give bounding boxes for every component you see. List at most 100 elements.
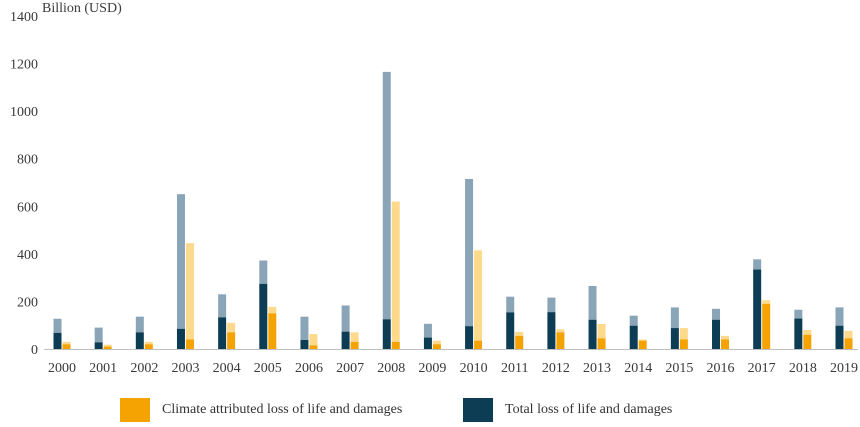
bar-total-lower bbox=[670, 328, 679, 349]
bar-total-upper bbox=[753, 259, 762, 270]
bar-climate-upper bbox=[638, 339, 647, 341]
bar-climate-lower bbox=[185, 339, 194, 349]
bar-climate-upper bbox=[185, 243, 194, 340]
bar-total-upper bbox=[300, 316, 309, 340]
x-tick-label: 2012 bbox=[542, 361, 570, 376]
legend-item-total: Total loss of life and damages bbox=[463, 398, 672, 422]
bars bbox=[53, 71, 853, 349]
bar-total-lower bbox=[588, 319, 597, 349]
bar-climate-upper bbox=[391, 201, 400, 342]
bar-total-upper bbox=[176, 194, 185, 329]
bar-climate-upper bbox=[803, 329, 812, 335]
bar-climate-lower bbox=[515, 335, 524, 349]
bar-total-upper bbox=[588, 285, 597, 320]
bar-total-upper bbox=[465, 178, 474, 327]
bar-total-upper bbox=[794, 309, 803, 319]
bar-total-lower bbox=[135, 332, 144, 349]
x-tick-label: 2011 bbox=[501, 361, 528, 376]
bar-total-lower bbox=[94, 342, 103, 349]
bar-total-lower bbox=[835, 325, 844, 349]
y-axis: 0 200 400 600 800 1000 1200 1400 bbox=[10, 10, 38, 358]
x-tick-label: 2018 bbox=[789, 361, 817, 376]
legend-item-climate: Climate attributed loss of life and dama… bbox=[120, 398, 402, 422]
bar-total-upper bbox=[94, 327, 103, 343]
bar-total-lower bbox=[382, 319, 391, 349]
x-tick-label: 2006 bbox=[295, 361, 323, 376]
bar-climate-upper bbox=[844, 330, 853, 339]
bar-total-lower bbox=[53, 332, 62, 349]
bar-total-upper bbox=[712, 308, 721, 320]
bar-climate-upper bbox=[515, 331, 524, 336]
bar-climate-lower bbox=[62, 344, 71, 349]
bar-total-lower bbox=[218, 317, 227, 349]
bar-climate-lower bbox=[597, 338, 606, 349]
bar-total-lower bbox=[794, 318, 803, 349]
bar-total-lower bbox=[176, 328, 185, 349]
bar-climate-lower bbox=[268, 313, 277, 349]
bar-total-lower bbox=[712, 319, 721, 349]
bar-total-upper bbox=[670, 307, 679, 329]
x-tick-label: 2015 bbox=[665, 361, 693, 376]
legend-swatch-climate bbox=[120, 398, 150, 422]
x-tick-label: 2010 bbox=[460, 361, 488, 376]
bar-total-lower bbox=[341, 331, 350, 349]
bar-climate-lower bbox=[309, 345, 318, 349]
bar-total-lower bbox=[506, 312, 515, 349]
y-tick-label: 400 bbox=[17, 248, 38, 263]
bar-climate-lower bbox=[556, 332, 565, 349]
x-tick-label: 2016 bbox=[707, 361, 735, 376]
y-tick-label: 0 bbox=[31, 343, 38, 358]
x-tick-label: 2001 bbox=[89, 361, 117, 376]
bar-climate-upper bbox=[721, 335, 730, 340]
bar-total-lower bbox=[547, 312, 556, 349]
x-tick-label: 2013 bbox=[583, 361, 611, 376]
bar-climate-lower bbox=[721, 339, 730, 349]
bar-total-lower bbox=[465, 326, 474, 349]
x-tick-label: 2007 bbox=[336, 361, 364, 376]
bar-climate-upper bbox=[762, 300, 771, 304]
x-tick-label: 2017 bbox=[748, 361, 776, 376]
bar-climate-upper bbox=[144, 341, 153, 345]
y-tick-label: 600 bbox=[17, 200, 38, 215]
bar-total-upper bbox=[423, 323, 432, 338]
y-tick-label: 1200 bbox=[10, 58, 38, 73]
bar-climate-lower bbox=[803, 334, 812, 349]
bar-climate-lower bbox=[144, 344, 153, 349]
bar-total-lower bbox=[259, 283, 268, 349]
bar-total-upper bbox=[259, 260, 268, 284]
x-tick-label: 2009 bbox=[418, 361, 446, 376]
bar-total-upper bbox=[382, 71, 391, 320]
bar-total-upper bbox=[547, 297, 556, 313]
bar-climate-lower bbox=[227, 332, 236, 349]
bar-climate-upper bbox=[227, 322, 236, 333]
bar-total-upper bbox=[835, 307, 844, 326]
bar-climate-upper bbox=[268, 306, 277, 314]
y-tick-label: 800 bbox=[17, 153, 38, 168]
legend-swatch-total bbox=[463, 398, 493, 422]
bar-climate-lower bbox=[844, 338, 853, 349]
bar-climate-upper bbox=[62, 341, 71, 345]
bar-climate-upper bbox=[432, 340, 441, 345]
bar-climate-lower bbox=[638, 340, 647, 349]
x-tick-label: 2004 bbox=[213, 361, 241, 376]
bar-climate-lower bbox=[432, 344, 441, 349]
bar-total-lower bbox=[300, 339, 309, 349]
bar-climate-lower bbox=[350, 341, 359, 349]
bar-climate-upper bbox=[556, 329, 565, 333]
x-tick-label: 2014 bbox=[624, 361, 652, 376]
y-tick-label: 200 bbox=[17, 295, 38, 310]
legend-label-climate: Climate attributed loss of life and dama… bbox=[162, 402, 403, 417]
x-tick-label: 2000 bbox=[48, 361, 76, 376]
bar-climate-upper bbox=[309, 334, 318, 346]
bar-total-upper bbox=[135, 316, 144, 333]
bar-climate-upper bbox=[597, 324, 606, 339]
bar-total-lower bbox=[753, 269, 762, 349]
bar-total-lower bbox=[423, 337, 432, 349]
x-tick-label: 2002 bbox=[130, 361, 158, 376]
bar-climate-lower bbox=[103, 346, 112, 349]
bar-total-upper bbox=[341, 305, 350, 332]
bar-climate-upper bbox=[350, 332, 359, 342]
bar-climate-upper bbox=[103, 344, 112, 347]
bar-climate-lower bbox=[762, 303, 771, 349]
